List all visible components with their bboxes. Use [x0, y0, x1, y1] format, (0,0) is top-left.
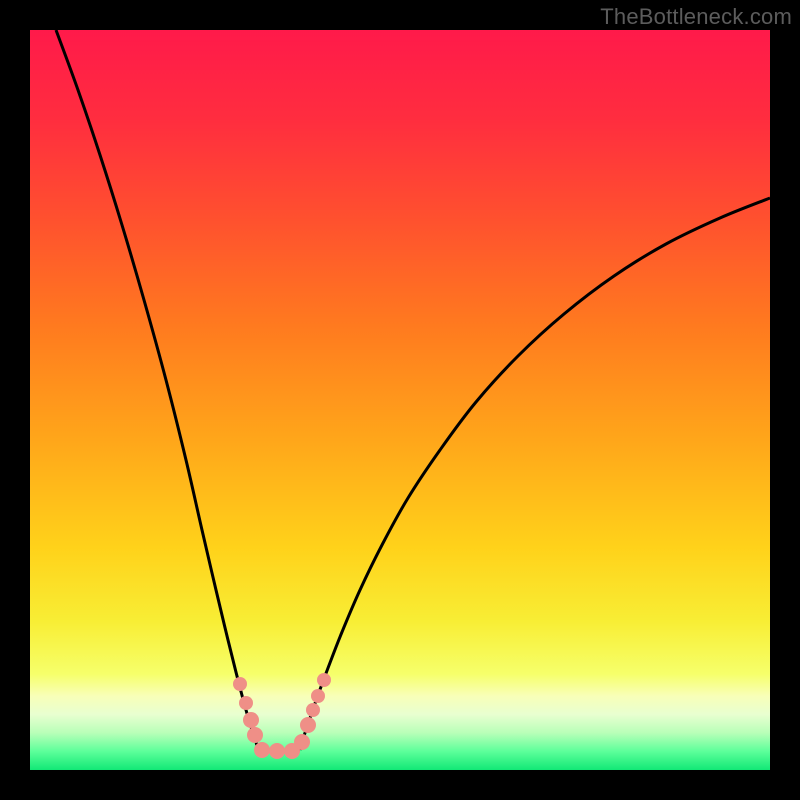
plot-area — [30, 30, 770, 770]
data-dot — [317, 673, 331, 687]
data-dot — [311, 689, 325, 703]
dot-group — [233, 673, 331, 759]
data-dot — [254, 742, 270, 758]
data-dot — [243, 712, 259, 728]
data-dot — [239, 696, 253, 710]
data-dot — [269, 743, 285, 759]
data-dot — [233, 677, 247, 691]
data-dot — [306, 703, 320, 717]
watermark-text: TheBottleneck.com — [600, 4, 792, 30]
chart-canvas: TheBottleneck.com — [0, 0, 800, 800]
curve-layer — [30, 30, 770, 770]
data-dot — [300, 717, 316, 733]
curve-left — [56, 30, 258, 750]
curve-right — [300, 198, 770, 750]
data-dot — [294, 734, 310, 750]
data-dot — [247, 727, 263, 743]
